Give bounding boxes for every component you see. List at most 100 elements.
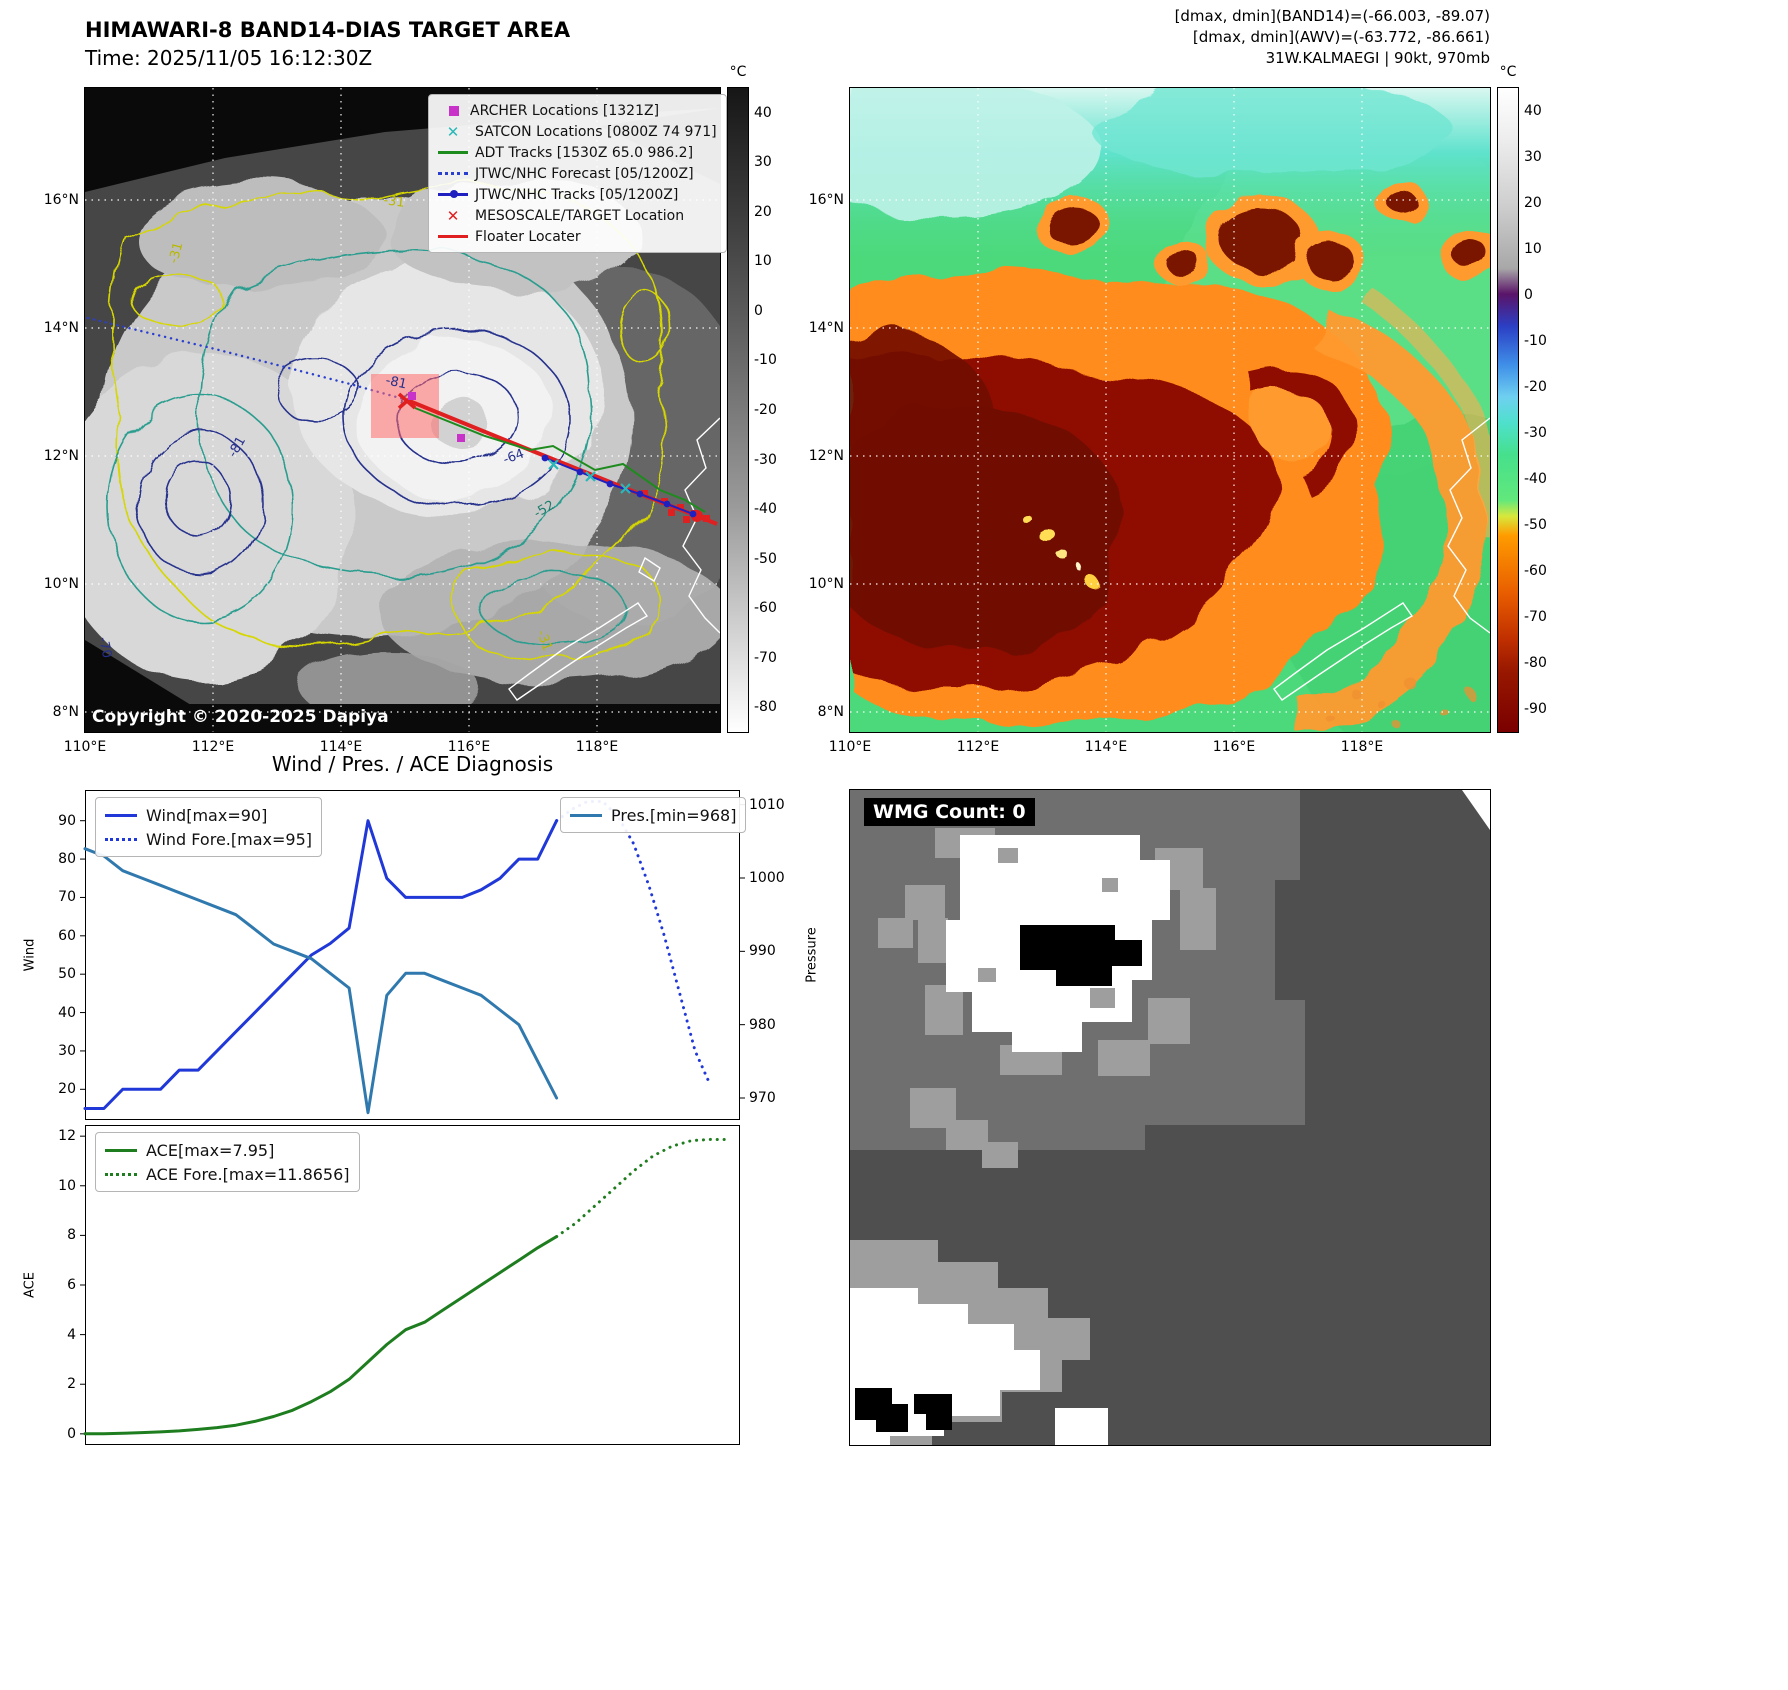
series-wind-max-90- xyxy=(83,819,559,1110)
band14-y-tick: 12°N xyxy=(43,448,79,464)
coastline xyxy=(508,417,720,701)
latlon-grid xyxy=(850,88,1490,732)
satcon-markers xyxy=(548,459,631,494)
awv-colorbar-tick: 0 xyxy=(1524,287,1533,303)
wind-pres-ytick-right: 1010 xyxy=(749,796,785,813)
awv-colorbar-tick: -60 xyxy=(1524,563,1547,579)
awv-header-line2: [dmax, dmin](AWV)=(-63.772, -86.661) xyxy=(1192,28,1490,46)
legend-label: Wind[max=90] xyxy=(146,805,268,825)
band14-colorbar-tick: 30 xyxy=(754,154,772,171)
ace-ytick-left: 6 xyxy=(67,1277,76,1293)
line-marker xyxy=(438,235,468,238)
legend-item: JTWC/NHC Tracks [05/1200Z] xyxy=(438,184,717,205)
legend-label: MESOSCALE/TARGET Location xyxy=(475,207,685,224)
ace-ytick-left: 4 xyxy=(67,1326,76,1343)
ace-ytick-left: 8 xyxy=(67,1227,76,1244)
ace-chart xyxy=(80,1125,740,1445)
band14-colorbar-unit: °C xyxy=(729,64,747,80)
band14-colorbar-tick: 40 xyxy=(754,104,772,121)
awv-colorbar-tick: -20 xyxy=(1524,379,1547,395)
line-marker xyxy=(105,813,137,817)
band14-colorbar-tick: -70 xyxy=(754,649,777,666)
ace-legend: ACE[max=7.95] ACE Fore.[max=11.8656] xyxy=(95,1132,360,1192)
awv-y-tick: 10°N xyxy=(808,576,844,592)
wind-pres-ytick-left: 60 xyxy=(58,927,76,944)
awv-colorbar-tick: 40 xyxy=(1524,103,1542,119)
band14-y-tick: 14°N xyxy=(43,320,79,336)
legend-item: ARCHER Locations [1321Z] xyxy=(438,100,717,121)
band14-colorbar xyxy=(727,87,749,733)
band14-colorbar-tick: -40 xyxy=(754,501,777,518)
line-marker xyxy=(438,151,468,154)
series-pres-min-968- xyxy=(83,847,559,1115)
awv-colorbar-tick: -80 xyxy=(1524,655,1547,671)
pressure-ylabel: Pressure xyxy=(804,927,820,983)
wind-pres-ytick-right: 990 xyxy=(749,943,776,960)
contour-label: -64 xyxy=(501,446,526,467)
legend-item: ADT Tracks [1530Z 65.0 986.2] xyxy=(438,142,717,163)
legend-item: ACE[max=7.95] xyxy=(105,1138,350,1162)
band14-colorbar-tick: 10 xyxy=(754,253,772,270)
awv-map-panel xyxy=(849,87,1491,733)
line-dot-marker xyxy=(438,190,468,198)
x-marker: ✕ xyxy=(446,206,460,225)
wmg-panel: WMG Count: 0 xyxy=(849,789,1491,1446)
awv-colorbar-tick: -90 xyxy=(1524,701,1547,717)
awv-satellite-image xyxy=(850,88,1490,732)
band14-y-tick: 10°N xyxy=(43,576,79,592)
x-marker: ✕ xyxy=(446,122,460,141)
legend-label: SATCON Locations [0800Z 74 971] xyxy=(475,123,717,140)
band14-colorbar-tick: -50 xyxy=(754,550,777,567)
wind-pres-ytick-right: 1000 xyxy=(749,870,785,886)
legend-label: Floater Locater xyxy=(475,228,581,245)
contour-label: -31 xyxy=(533,628,554,653)
awv-x-tick: 116°E xyxy=(1212,739,1256,755)
legend-item: ✕ SATCON Locations [0800Z 74 971] xyxy=(438,121,717,142)
legend-label: ACE[max=7.95] xyxy=(146,1140,275,1160)
awv-y-tick: 12°N xyxy=(808,448,844,464)
dotted-marker xyxy=(105,1172,137,1176)
storm-tracks xyxy=(86,316,718,526)
wind-legend: Wind[max=90] Wind Fore.[max=95] xyxy=(95,797,322,857)
awv-y-tick: 16°N xyxy=(808,192,844,208)
band14-x-tick: 112°E xyxy=(191,739,235,755)
cold-core-black xyxy=(1020,925,1142,986)
wmg-count-label: WMG Count: 0 xyxy=(864,798,1035,826)
awv-header-line3: 31W.KALMAEGI | 90kt, 970mb xyxy=(1265,49,1490,67)
band14-x-tick: 110°E xyxy=(63,739,107,755)
awv-colorbar-unit: °C xyxy=(1499,64,1517,80)
legend-item: ✕ MESOSCALE/TARGET Location xyxy=(438,205,717,226)
legend-item: JTWC/NHC Forecast [05/1200Z] xyxy=(438,163,717,184)
dotted-marker xyxy=(105,837,137,841)
awv-colorbar-tick: -40 xyxy=(1524,471,1547,487)
contour-label: -70 xyxy=(95,636,114,660)
wind-pres-ytick-left: 30 xyxy=(58,1042,76,1059)
line-marker xyxy=(570,813,602,817)
series-ace-fore-max-11-8656- xyxy=(555,1137,732,1239)
wind-pres-ytick-left: 40 xyxy=(58,1004,76,1021)
band14-colorbar-tick: -60 xyxy=(754,600,777,617)
awv-x-tick: 110°E xyxy=(828,739,872,755)
band14-colorbar-tick: 20 xyxy=(754,203,772,220)
legend-label: Wind Fore.[max=95] xyxy=(146,829,312,849)
ace-ytick-left: 2 xyxy=(67,1376,76,1393)
target-area-box xyxy=(371,374,439,438)
archer-markers xyxy=(408,392,465,442)
awv-colorbar-tick: -70 xyxy=(1524,609,1547,625)
legend-label: JTWC/NHC Forecast [05/1200Z] xyxy=(475,165,694,182)
ace-ylabel: ACE xyxy=(22,1272,38,1298)
awv-colorbar xyxy=(1497,87,1519,733)
legend-item: Wind Fore.[max=95] xyxy=(105,827,312,851)
band14-colorbar-tick: -30 xyxy=(754,451,777,468)
contour-label: -31 xyxy=(166,241,186,265)
wind-pres-ytick-right: 980 xyxy=(749,1016,776,1033)
ace-ytick-left: 10 xyxy=(58,1177,76,1194)
legend-label: ACE Fore.[max=11.8656] xyxy=(146,1164,350,1184)
legend-label: JTWC/NHC Tracks [05/1200Z] xyxy=(475,186,679,203)
legend-item: ACE Fore.[max=11.8656] xyxy=(105,1162,350,1186)
awv-y-tick: 14°N xyxy=(808,320,844,336)
square-marker xyxy=(449,105,459,116)
contour-label: -31 xyxy=(382,193,405,211)
gray-speckles xyxy=(878,828,1216,1168)
ace-plot xyxy=(80,1125,740,1445)
